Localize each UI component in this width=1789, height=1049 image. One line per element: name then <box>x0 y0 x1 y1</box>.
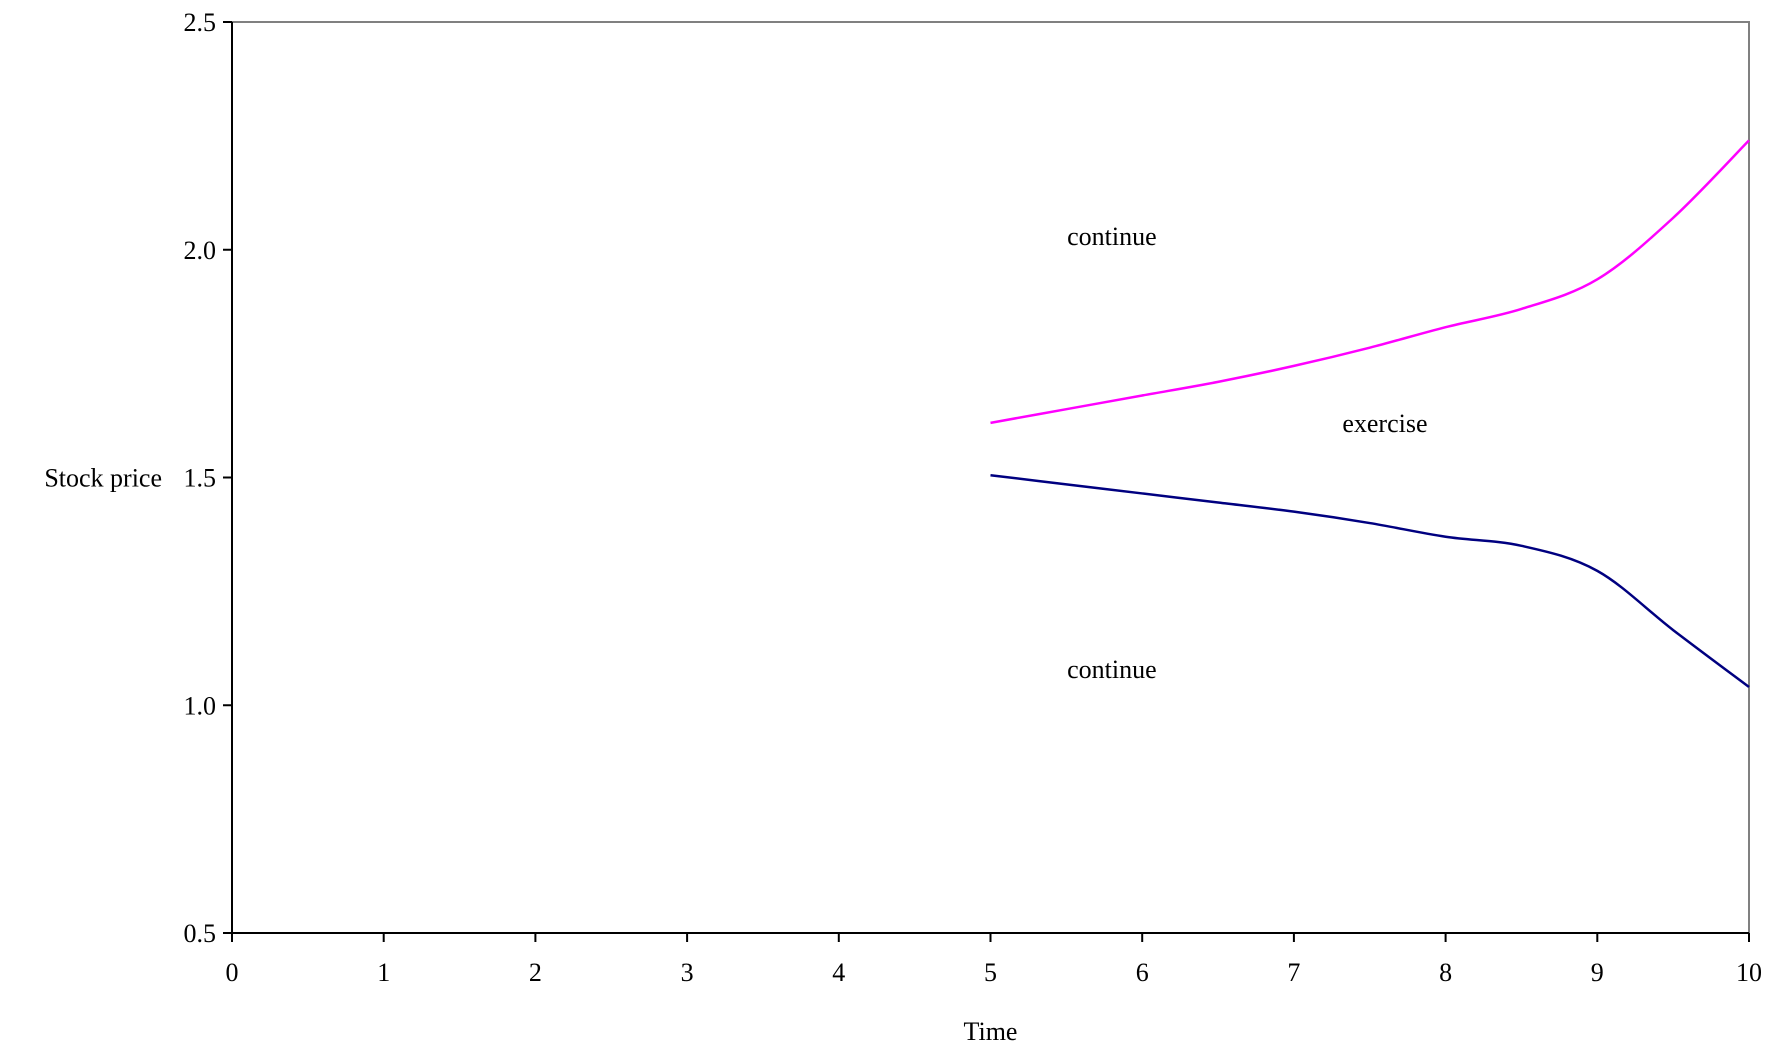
upper-boundary-line <box>990 139 1750 425</box>
plot-frame <box>231 21 1750 934</box>
y-tick-label: 1.0 <box>184 691 217 720</box>
x-tick-label: 6 <box>1136 958 1149 987</box>
x-tick-label: 5 <box>984 958 997 987</box>
lower-boundary-line <box>990 473 1750 689</box>
x-tick-label: 8 <box>1439 958 1452 987</box>
x-tick-label: 3 <box>681 958 694 987</box>
region-annotation: continue <box>1067 222 1157 251</box>
x-tick-label: 2 <box>529 958 542 987</box>
series-layer <box>990 139 1750 689</box>
plot-area <box>231 21 1750 934</box>
y-tick-label: 1.5 <box>184 464 217 493</box>
y-tick-label: 2.5 <box>184 8 217 37</box>
x-tick-label: 10 <box>1736 958 1762 987</box>
region-annotation: continue <box>1067 655 1157 684</box>
annotations: continue exercise continue <box>1067 222 1427 684</box>
y-tick-label: 2.0 <box>184 236 217 265</box>
x-tick-label: 9 <box>1591 958 1604 987</box>
y-tick-label: 0.5 <box>184 919 217 948</box>
x-tick-label: 7 <box>1287 958 1300 987</box>
y-axis-label: Stock price <box>44 464 162 493</box>
x-axis-label: Time <box>964 1017 1018 1046</box>
x-tick-label: 1 <box>377 958 390 987</box>
x-tick-label: 0 <box>226 958 239 987</box>
y-ticks: 0.5 1.0 1.5 2.0 2.5 <box>184 8 232 948</box>
region-annotation: exercise <box>1342 409 1427 438</box>
x-tick-label: 4 <box>832 958 845 987</box>
x-ticks: 0 1 2 3 4 5 6 7 8 9 10 <box>226 933 1762 987</box>
